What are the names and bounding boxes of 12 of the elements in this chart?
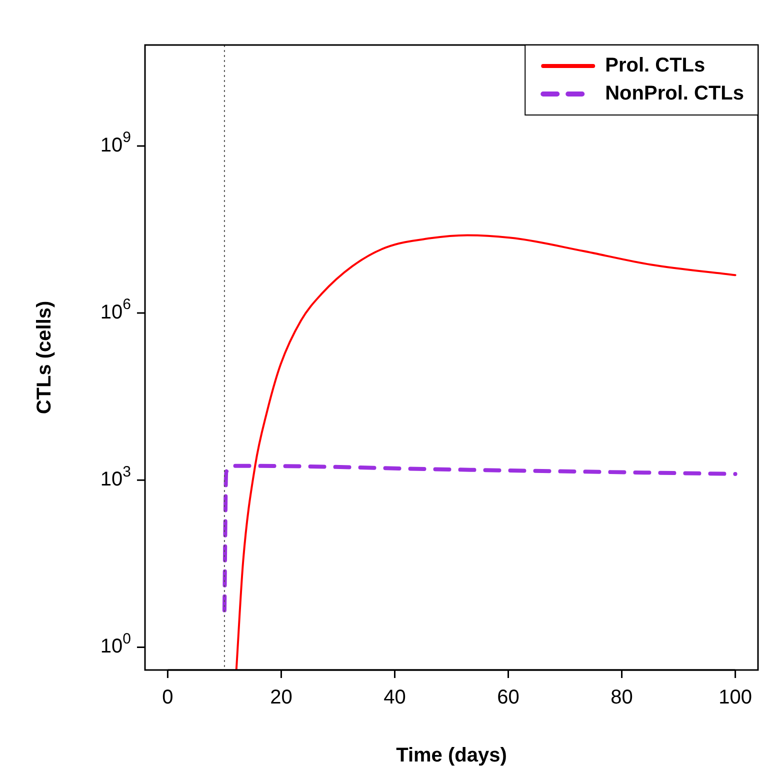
line-series [235,234,736,670]
x-axis-title: Time (days) [396,744,507,767]
legend-label: NonProl. CTLs [605,82,744,105]
x-tick-label: 20 [270,686,292,709]
x-tick-label: 40 [384,686,406,709]
line-series [222,464,738,612]
x-tick-label: 80 [610,686,633,709]
legend-label: Prol. CTLs [605,54,706,77]
x-tick-label: 100 [718,686,752,709]
x-tick-label: 0 [162,686,174,709]
y-axis-title: CTLs (cells) [34,300,56,414]
x-tick-label: 60 [497,686,520,709]
